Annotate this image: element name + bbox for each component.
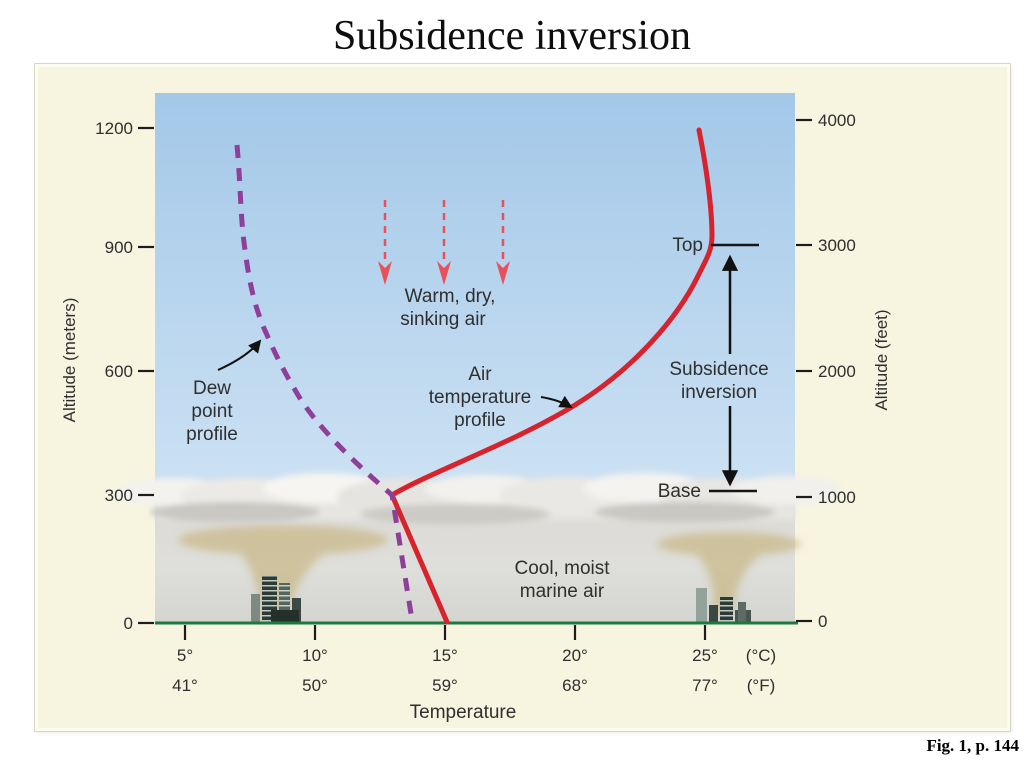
left-axis-title: Altitude (meters) bbox=[60, 298, 79, 423]
annotation-air-temperature: Air temperature profile bbox=[429, 364, 531, 431]
celsius-tick-20: 20° bbox=[562, 646, 588, 665]
figure-caption: Fig. 1, p. 144 bbox=[926, 736, 1019, 755]
meters-tick-600: 600 bbox=[105, 362, 133, 381]
sinking-air-arrows bbox=[378, 200, 510, 285]
base-label: Base bbox=[658, 481, 701, 502]
inversion-line1: Subsidence bbox=[669, 359, 768, 380]
marine-air-line1: Cool, moist bbox=[514, 558, 610, 579]
right-axis-title: Altitude (feet) bbox=[872, 309, 891, 410]
feet-tick-0: 0 bbox=[818, 612, 827, 631]
dew-point-pointer-arrow bbox=[217, 339, 262, 371]
celsius-unit: (°C) bbox=[746, 646, 776, 665]
air-temperature-line1: Air bbox=[468, 364, 492, 385]
city-skyline-right bbox=[696, 588, 751, 623]
annotation-inversion: Subsidence inversion bbox=[669, 359, 768, 403]
figure-panel: 1200 900 600 300 0 Altitude (meters) 400… bbox=[35, 64, 1010, 731]
feet-tick-4000: 4000 bbox=[818, 111, 856, 130]
celsius-tick-25: 25° bbox=[692, 646, 718, 665]
page-title: Subsidence inversion bbox=[332, 13, 692, 59]
fahrenheit-unit: (°F) bbox=[747, 676, 776, 695]
marine-air-line2: marine air bbox=[520, 581, 605, 602]
feet-tick-3000: 3000 bbox=[818, 236, 856, 255]
dew-point-curve bbox=[234, 144, 415, 621]
meters-tick-1200: 1200 bbox=[95, 119, 133, 138]
dew-point-line1: Dew bbox=[193, 378, 231, 399]
fahrenheit-tick-41: 41° bbox=[172, 676, 198, 695]
cloud-layer bbox=[117, 473, 842, 524]
fahrenheit-tick-50: 50° bbox=[302, 676, 328, 695]
feet-tick-1000: 1000 bbox=[818, 488, 856, 507]
air-temperature-curve bbox=[388, 127, 715, 625]
bottom-axis: 5° 10° 15° 20° 25° (°C) 41° 50° 59° 68° … bbox=[172, 625, 776, 723]
air-temperature-line2: temperature bbox=[429, 387, 531, 408]
sinking-air-line2: sinking air bbox=[400, 309, 486, 330]
city-skyline-left bbox=[251, 576, 301, 623]
feet-tick-2000: 2000 bbox=[818, 362, 856, 381]
air-temperature-line3: profile bbox=[454, 410, 506, 431]
dew-point-line2: point bbox=[191, 401, 233, 422]
fahrenheit-tick-68: 68° bbox=[562, 676, 588, 695]
bottom-axis-title: Temperature bbox=[410, 702, 517, 723]
meters-tick-0: 0 bbox=[124, 614, 133, 633]
celsius-tick-15: 15° bbox=[432, 646, 458, 665]
top-label: Top bbox=[672, 235, 703, 256]
left-axis: 1200 900 600 300 0 Altitude (meters) bbox=[60, 119, 154, 633]
fahrenheit-tick-59: 59° bbox=[432, 676, 458, 695]
right-axis: 4000 3000 2000 1000 0 Altitude (feet) bbox=[796, 111, 891, 631]
inversion-line2: inversion bbox=[681, 382, 757, 403]
meters-tick-300: 300 bbox=[105, 486, 133, 505]
annotation-marine-air: Cool, moist marine air bbox=[514, 558, 610, 602]
fahrenheit-tick-77: 77° bbox=[692, 676, 718, 695]
diagram-canvas: 1200 900 600 300 0 Altitude (meters) 400… bbox=[60, 93, 891, 723]
celsius-tick-5: 5° bbox=[177, 646, 193, 665]
meters-tick-900: 900 bbox=[105, 238, 133, 257]
annotation-dew-point: Dew point profile bbox=[186, 378, 238, 445]
sinking-air-line1: Warm, dry, bbox=[405, 286, 496, 307]
annotation-sinking-air: Warm, dry, sinking air bbox=[400, 286, 495, 330]
celsius-tick-10: 10° bbox=[302, 646, 328, 665]
dew-point-line3: profile bbox=[186, 424, 238, 445]
air-temperature-pointer-arrow bbox=[540, 395, 573, 408]
